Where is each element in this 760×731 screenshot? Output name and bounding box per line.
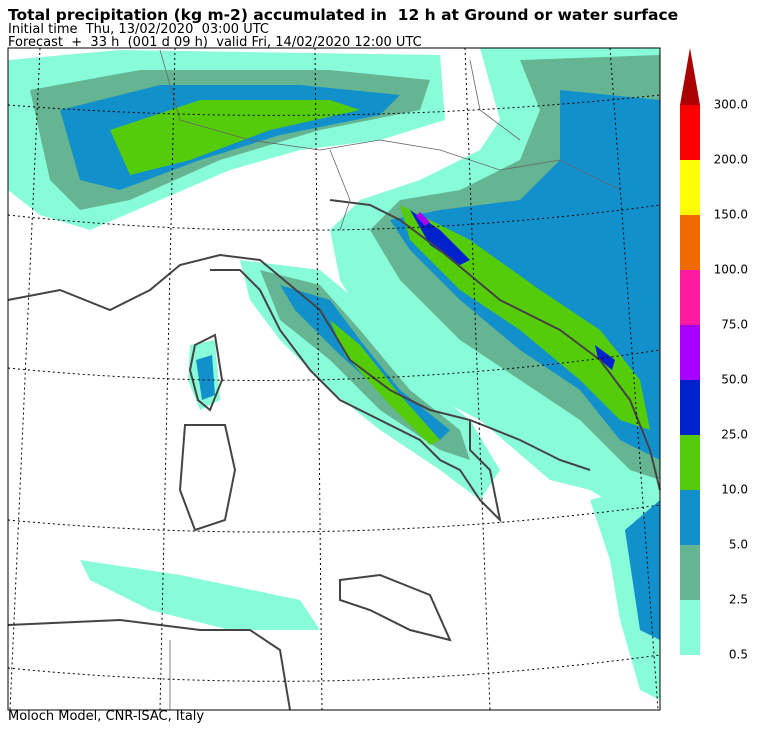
colorbar: 0.5 2.5 5.0 10.0 25.0 50.0 75.0 100.0 150.0 200.0… <box>680 48 748 662</box>
colorbar-segment <box>680 545 700 600</box>
colorbar-label: 50.0 <box>721 373 748 387</box>
colorbar-segment <box>680 215 700 270</box>
colorbar-label: 5.0 <box>729 538 748 552</box>
title: Total precipitation (kg m-2) accumulated… <box>8 6 679 24</box>
colorbar-label: 200.0 <box>714 153 748 167</box>
initial-time: Initial time Thu, 13/02/2020 03:00 UTC <box>8 22 269 37</box>
colorbar-label: 2.5 <box>729 593 748 607</box>
colorbar-label: 150.0 <box>714 208 748 222</box>
forecast-time: Forecast + 33 h (001 d 09 h) valid Fri, … <box>8 35 422 50</box>
colorbar-label: 300.0 <box>714 98 748 112</box>
colorbar-segment <box>680 490 700 545</box>
colorbar-label: 100.0 <box>714 263 748 277</box>
colorbar-extension <box>680 48 700 105</box>
colorbar-segment <box>680 325 700 380</box>
colorbar-segment <box>680 435 700 490</box>
colorbar-label: 25.0 <box>721 428 748 442</box>
colorbar-segment <box>680 600 700 655</box>
border <box>159 49 621 710</box>
colorbar-segment <box>680 380 700 435</box>
graticule <box>7 47 661 711</box>
footer: Moloch Model, CNR-ISAC, Italy <box>8 709 205 724</box>
colorbar-label: 75.0 <box>721 318 748 332</box>
colorbar-label: 0.5 <box>729 648 748 662</box>
precip-field <box>8 48 660 700</box>
colorbar-segment <box>680 160 700 215</box>
map-border <box>7 47 661 711</box>
map <box>7 47 661 711</box>
colorbar-segment <box>680 105 700 160</box>
colorbar-segment <box>680 270 700 325</box>
colorbar-label: 10.0 <box>721 483 748 497</box>
coastline <box>7 199 661 711</box>
